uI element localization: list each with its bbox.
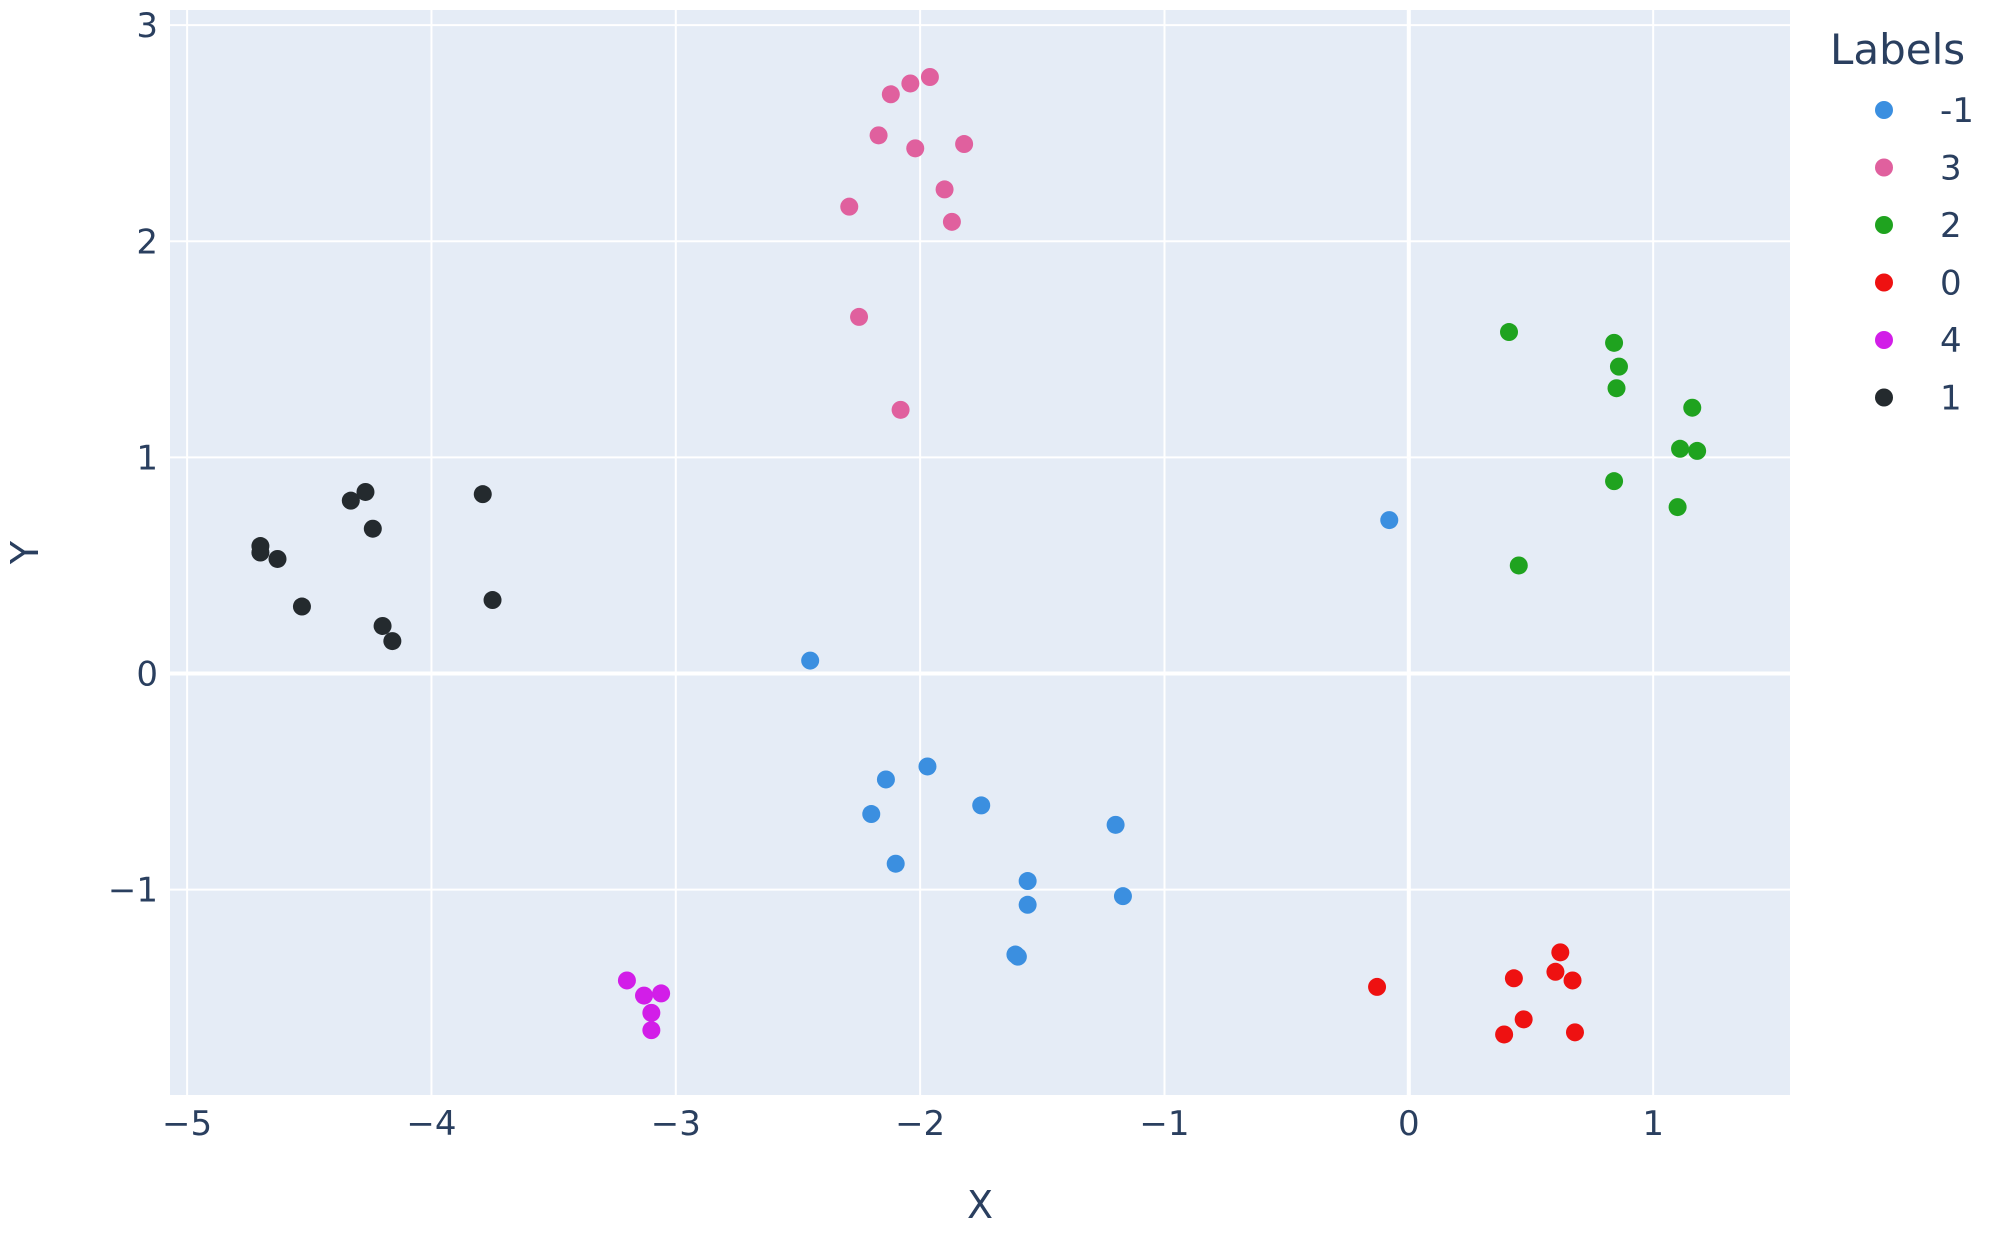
data-point-series--1 (972, 796, 991, 815)
legend-label: 2 (1940, 206, 1962, 246)
data-point-series-2 (1609, 357, 1628, 376)
data-point-series-1 (268, 549, 287, 568)
data-point-series-3 (906, 139, 925, 158)
legend-label: 0 (1940, 264, 1962, 304)
x-tick-label: 0 (1398, 1104, 1420, 1144)
data-point-series-4 (652, 984, 671, 1003)
data-point-series--1 (1380, 511, 1399, 530)
data-point-series-0 (1565, 1023, 1584, 1042)
data-point-series-3 (942, 212, 961, 231)
data-point-series-3 (935, 180, 954, 199)
data-point-series-3 (955, 135, 974, 154)
legend-label: 3 (1940, 149, 1962, 189)
data-point-series-4 (642, 1021, 661, 1040)
x-tick-label: −5 (162, 1104, 212, 1144)
data-point-series-0 (1514, 1010, 1533, 1029)
data-point-series-1 (483, 591, 502, 610)
y-tick-label: 3 (136, 6, 158, 46)
data-point-series-3 (869, 126, 888, 145)
data-point-series-0 (1368, 977, 1387, 996)
data-point-series-2 (1668, 498, 1687, 517)
data-point-series-4 (642, 1003, 661, 1022)
x-tick-label: −2 (895, 1104, 945, 1144)
data-point-series-1 (363, 519, 382, 538)
data-point-series-2 (1607, 379, 1626, 398)
legend: Labels -1 3 2 0 4 1 (1830, 25, 1974, 419)
data-point-series-3 (891, 400, 910, 419)
data-point-series-2 (1605, 333, 1624, 352)
data-point-series--1 (876, 770, 895, 789)
plot-background (170, 10, 1790, 1095)
data-point-series-3 (901, 74, 920, 93)
data-point-series--1 (1106, 815, 1125, 834)
data-point-series--1 (1018, 895, 1037, 914)
data-point-series-2 (1671, 439, 1690, 458)
data-point-series-1 (383, 632, 402, 651)
data-point-series--1 (886, 854, 905, 873)
data-point-series-3 (920, 68, 939, 87)
data-point-series-1 (292, 597, 311, 616)
legend-label: 4 (1940, 321, 1962, 361)
legend-marker (1875, 216, 1893, 234)
data-point-series-1 (341, 491, 360, 510)
x-tick-label: −4 (406, 1104, 456, 1144)
data-point-series-1 (373, 616, 392, 635)
grid-lines (170, 10, 1790, 1095)
data-point-series-2 (1500, 323, 1519, 342)
data-point-series--1 (862, 805, 881, 824)
data-point-series--1 (1113, 887, 1132, 906)
data-point-series-0 (1563, 971, 1582, 990)
data-point-series-3 (850, 307, 869, 326)
data-point-series--1 (1018, 872, 1037, 891)
data-point-series-0 (1504, 969, 1523, 988)
legend-marker (1875, 331, 1893, 349)
y-tick-label: 2 (136, 222, 158, 262)
y-tick-label: 0 (136, 655, 158, 695)
y-tick-label: 1 (136, 438, 158, 478)
y-tick-label: −1 (108, 871, 158, 911)
legend-title: Labels (1830, 25, 1965, 74)
data-point-series-3 (881, 85, 900, 104)
data-point-series-1 (473, 485, 492, 504)
tick-labels: −5 −4 −3 −2 −1 0 1 −1 0 1 2 3 (108, 6, 1664, 1144)
data-point-series--1 (918, 757, 937, 776)
data-point-series-3 (840, 197, 859, 216)
legend-marker (1875, 388, 1893, 407)
legend-label: -1 (1940, 91, 1974, 131)
data-point-series--1 (801, 651, 820, 670)
x-tick-label: −1 (1139, 1104, 1189, 1144)
legend-items: -1 3 2 0 4 1 (1875, 91, 1974, 419)
legend-marker (1875, 101, 1893, 119)
data-point-series-0 (1495, 1025, 1514, 1044)
x-axis-title: X (967, 1183, 993, 1227)
y-axis-title: Y (3, 540, 47, 565)
data-point-series--1 (1008, 947, 1027, 966)
legend-marker (1875, 158, 1893, 177)
x-tick-label: 1 (1642, 1104, 1664, 1144)
data-point-series-0 (1551, 943, 1570, 962)
data-point-series-2 (1688, 441, 1707, 460)
data-point-series-1 (251, 543, 270, 562)
x-tick-label: −3 (651, 1104, 701, 1144)
data-point-series-1 (356, 482, 375, 501)
legend-label: 1 (1940, 379, 1962, 419)
legend-marker (1875, 273, 1893, 292)
data-point-series-4 (617, 971, 636, 990)
data-point-series-0 (1546, 962, 1565, 981)
data-point-series-4 (635, 986, 654, 1005)
data-point-series-2 (1605, 472, 1624, 491)
data-point-series-2 (1683, 398, 1702, 417)
data-point-series-2 (1509, 556, 1528, 575)
data-points (251, 68, 1707, 1044)
